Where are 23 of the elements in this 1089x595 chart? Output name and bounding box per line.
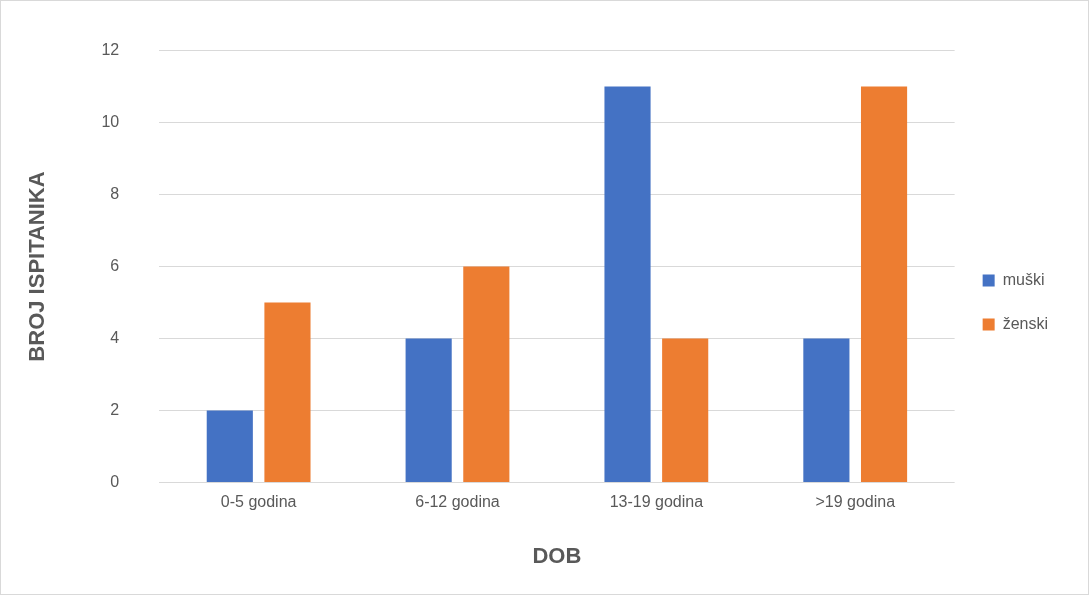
bar (860, 86, 908, 482)
x-tick-label: 6-12 godina (415, 493, 500, 511)
legend-label: ženski (1002, 314, 1049, 332)
y-axis-title: BROJ ISPITANIKA (24, 171, 50, 362)
bar (264, 302, 311, 482)
bar (662, 338, 709, 482)
bar (206, 410, 253, 482)
y-tick-label: 6 (110, 256, 120, 274)
y-tick-label: 12 (101, 41, 120, 59)
y-tick-label: 4 (110, 328, 120, 346)
bar (405, 338, 452, 482)
bar (803, 338, 850, 482)
y-tick-label: 2 (110, 400, 120, 418)
y-tick-label: 0 (110, 472, 120, 490)
x-tick-label: 0-5 godina (220, 493, 297, 511)
y-tick-label: 8 (110, 184, 120, 202)
x-tick-label: 13-19 godina (609, 493, 704, 511)
y-tick-label: 10 (101, 112, 120, 130)
x-axis-title: DOB (532, 542, 582, 568)
legend-label: muški (1002, 270, 1045, 288)
bar (604, 86, 651, 482)
x-tick-label: >19 godina (815, 493, 896, 511)
bar (463, 266, 510, 482)
